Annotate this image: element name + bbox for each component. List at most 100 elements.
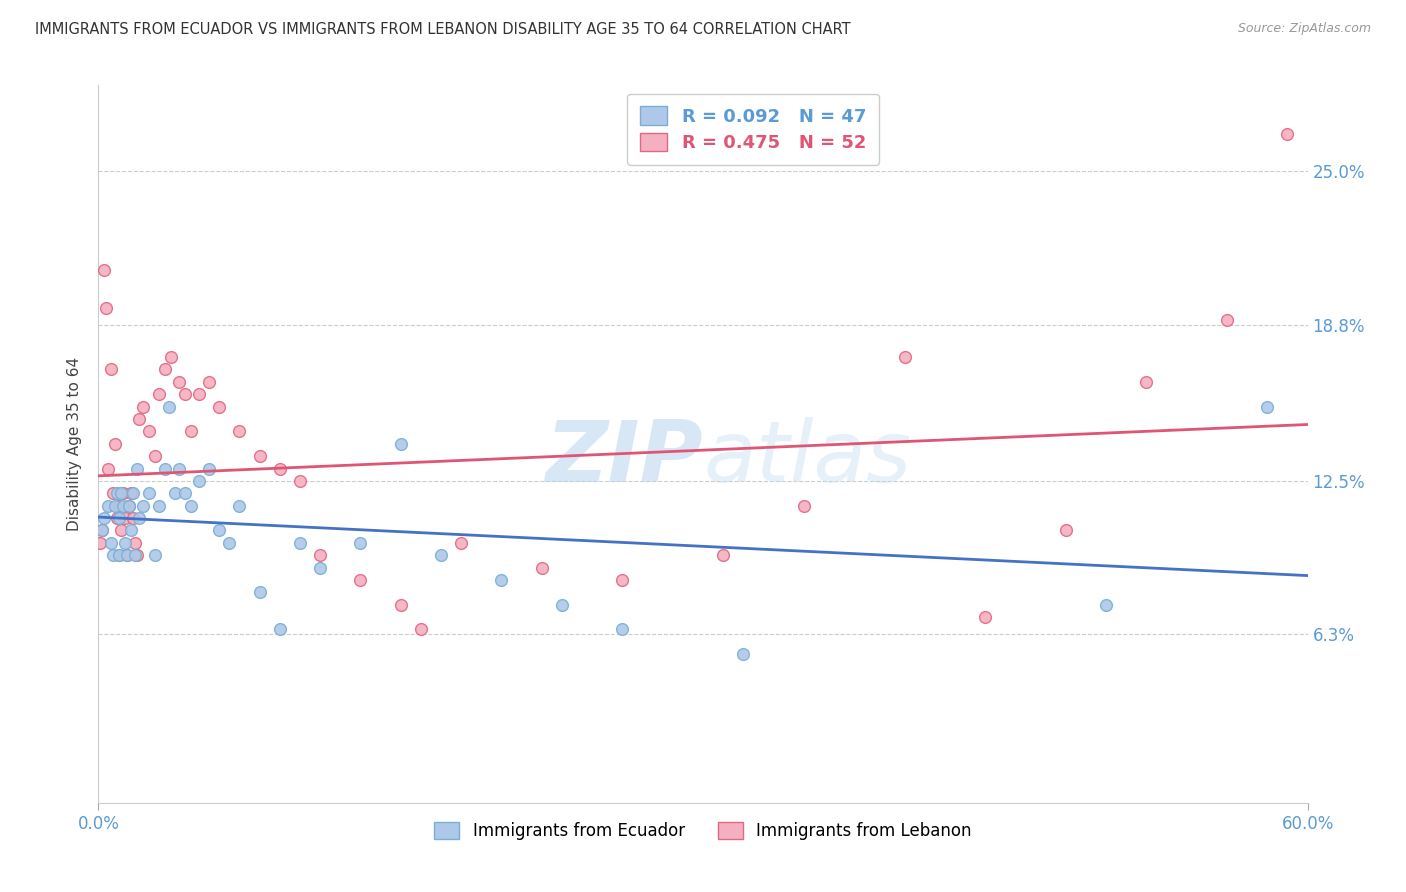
- Point: [389, 598, 412, 612]
- Point: [89, 536, 111, 550]
- Point: [218, 536, 240, 550]
- Point: [132, 400, 155, 414]
- Point: [612, 623, 634, 637]
- Point: [96, 301, 118, 315]
- Point: [174, 387, 197, 401]
- Point: [148, 387, 170, 401]
- Point: [138, 486, 160, 500]
- Point: [309, 560, 332, 574]
- Point: [288, 474, 311, 488]
- Point: [124, 548, 146, 562]
- Text: ZIP: ZIP: [546, 417, 703, 500]
- Legend: Immigrants from Ecuador, Immigrants from Lebanon: Immigrants from Ecuador, Immigrants from…: [426, 814, 980, 848]
- Point: [1216, 313, 1239, 327]
- Point: [93, 511, 115, 525]
- Point: [551, 598, 574, 612]
- Point: [101, 548, 124, 562]
- Point: [118, 499, 141, 513]
- Point: [128, 511, 150, 525]
- Point: [121, 486, 143, 500]
- Point: [349, 536, 371, 550]
- Point: [389, 436, 412, 450]
- Point: [180, 499, 202, 513]
- Point: [174, 486, 197, 500]
- Point: [97, 499, 120, 513]
- Point: [208, 524, 231, 538]
- Point: [110, 524, 132, 538]
- Point: [269, 461, 291, 475]
- Point: [974, 610, 997, 624]
- Point: [110, 486, 132, 500]
- Point: [114, 536, 136, 550]
- Point: [711, 548, 734, 562]
- Point: [111, 486, 134, 500]
- Point: [1135, 375, 1157, 389]
- Point: [114, 511, 136, 525]
- Point: [163, 486, 186, 500]
- Point: [107, 511, 129, 525]
- Point: [103, 436, 125, 450]
- Point: [125, 461, 148, 475]
- Point: [198, 375, 221, 389]
- Point: [167, 461, 190, 475]
- Text: atlas: atlas: [703, 417, 911, 500]
- Point: [349, 573, 371, 587]
- Text: IMMIGRANTS FROM ECUADOR VS IMMIGRANTS FROM LEBANON DISABILITY AGE 35 TO 64 CORRE: IMMIGRANTS FROM ECUADOR VS IMMIGRANTS FR…: [35, 22, 851, 37]
- Point: [188, 474, 211, 488]
- Point: [530, 560, 553, 574]
- Point: [125, 548, 148, 562]
- Point: [132, 499, 155, 513]
- Point: [288, 536, 311, 550]
- Point: [115, 548, 138, 562]
- Point: [124, 536, 146, 550]
- Point: [198, 461, 221, 475]
- Point: [893, 350, 915, 364]
- Point: [128, 412, 150, 426]
- Point: [118, 499, 141, 513]
- Point: [103, 499, 125, 513]
- Point: [101, 486, 124, 500]
- Point: [180, 425, 202, 439]
- Point: [120, 524, 142, 538]
- Point: [157, 400, 180, 414]
- Point: [249, 585, 271, 599]
- Point: [121, 511, 143, 525]
- Point: [107, 499, 129, 513]
- Point: [269, 623, 291, 637]
- Point: [115, 548, 138, 562]
- Point: [148, 499, 170, 513]
- Point: [612, 573, 634, 587]
- Point: [153, 461, 176, 475]
- Point: [249, 449, 271, 463]
- Point: [1277, 128, 1299, 142]
- Point: [143, 449, 166, 463]
- Point: [167, 375, 190, 389]
- Text: Source: ZipAtlas.com: Source: ZipAtlas.com: [1237, 22, 1371, 36]
- Point: [1054, 524, 1077, 538]
- Point: [228, 425, 250, 439]
- Point: [450, 536, 472, 550]
- Point: [793, 499, 815, 513]
- Point: [208, 400, 231, 414]
- Point: [100, 362, 122, 376]
- Point: [1095, 598, 1118, 612]
- Y-axis label: Disability Age 35 to 64: Disability Age 35 to 64: [67, 357, 83, 531]
- Point: [188, 387, 211, 401]
- Point: [430, 548, 453, 562]
- Point: [111, 499, 134, 513]
- Point: [107, 548, 129, 562]
- Point: [409, 623, 432, 637]
- Point: [160, 350, 183, 364]
- Point: [1256, 400, 1278, 414]
- Point: [100, 536, 122, 550]
- Point: [91, 524, 114, 538]
- Point: [97, 461, 120, 475]
- Point: [91, 524, 114, 538]
- Point: [105, 511, 128, 525]
- Point: [105, 486, 128, 500]
- Point: [120, 486, 142, 500]
- Point: [309, 548, 332, 562]
- Point: [138, 425, 160, 439]
- Point: [153, 362, 176, 376]
- Point: [107, 548, 129, 562]
